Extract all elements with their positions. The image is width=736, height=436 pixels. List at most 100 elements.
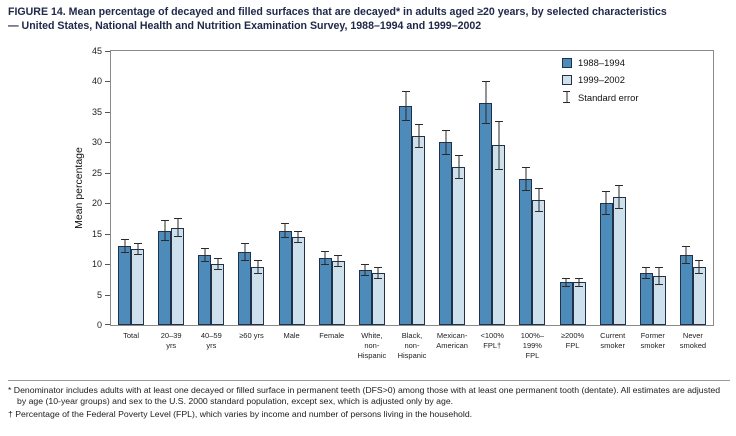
y-tick-label: 45 bbox=[91, 46, 102, 56]
error-bar-stem bbox=[124, 238, 126, 254]
x-axis-label-line: American bbox=[436, 340, 468, 350]
error-bar bbox=[602, 191, 611, 216]
x-axis-label: Mexican- American bbox=[432, 331, 472, 351]
error-bar-bottom-cap bbox=[695, 273, 704, 275]
error-bar-bottom-cap bbox=[240, 260, 249, 262]
error-bar bbox=[173, 218, 182, 237]
x-axis-label-line: yrs bbox=[166, 340, 177, 350]
error-bar-bottom-cap bbox=[294, 241, 303, 243]
x-axis-label: Female bbox=[312, 331, 352, 341]
x-axis-label-line: ≥200% bbox=[560, 331, 585, 340]
error-bar-stem bbox=[337, 254, 339, 268]
error-bar bbox=[562, 277, 571, 288]
legend-swatch-series-1 bbox=[562, 74, 572, 85]
x-axis-label: Male bbox=[272, 331, 312, 341]
bar bbox=[639, 273, 653, 325]
bar bbox=[251, 267, 265, 325]
error-bar-stem bbox=[297, 230, 299, 243]
x-axis-label-line: 199% bbox=[522, 340, 542, 350]
error-bar bbox=[253, 259, 262, 275]
error-bar bbox=[321, 250, 330, 266]
x-axis-label: 100%– 199% FPL bbox=[512, 331, 552, 360]
x-axis-label-line: smoker bbox=[640, 340, 666, 350]
error-bar bbox=[294, 230, 303, 243]
error-bar-stem bbox=[244, 242, 246, 262]
x-axis-label: Total bbox=[111, 331, 151, 341]
error-bar bbox=[200, 247, 209, 263]
x-axis: Total 20–39 yrs 40–59 yrs ≥60 yrs Male Female Wh… bbox=[111, 331, 713, 377]
y-tick-label: 35 bbox=[91, 106, 102, 117]
error-bar-stem bbox=[698, 259, 700, 275]
x-axis-label-line: 20–39 bbox=[160, 331, 182, 340]
legend-label-standard-error: Standard error bbox=[578, 91, 639, 103]
error-bar-bottom-cap bbox=[481, 123, 490, 125]
x-axis-label-line: Black, bbox=[401, 331, 423, 340]
error-bar-bottom-cap bbox=[120, 252, 129, 254]
error-bar-bottom-cap bbox=[414, 147, 423, 149]
error-bar-stem bbox=[458, 154, 460, 179]
x-axis-label-line: Hispanic bbox=[357, 350, 387, 360]
x-axis-label-line: 100%– bbox=[520, 331, 545, 340]
bar bbox=[412, 136, 425, 325]
legend-item-standard-error: Standard error bbox=[562, 91, 638, 103]
bar bbox=[612, 197, 626, 325]
error-bar bbox=[695, 259, 704, 275]
error-bar-bottom-cap bbox=[441, 153, 450, 155]
x-axis-label-line: Current bbox=[600, 331, 626, 340]
error-bar bbox=[682, 245, 691, 265]
bar bbox=[198, 254, 212, 325]
error-bar bbox=[120, 238, 129, 254]
bar bbox=[238, 251, 252, 325]
bar bbox=[679, 254, 693, 325]
y-tick-mark bbox=[105, 264, 110, 266]
y-tick-label: 0 bbox=[96, 320, 102, 330]
bar bbox=[131, 248, 145, 325]
error-bar-bottom-cap bbox=[334, 266, 343, 268]
error-bar bbox=[494, 121, 503, 170]
bar bbox=[358, 270, 372, 325]
bar bbox=[572, 282, 586, 325]
error-bar-stem bbox=[324, 250, 326, 266]
error-bar bbox=[521, 166, 530, 192]
error-bar bbox=[441, 130, 450, 155]
error-bar-stem bbox=[498, 121, 500, 170]
x-axis-label-line: Total bbox=[123, 331, 139, 340]
bar bbox=[171, 227, 185, 325]
legend-label-series-1: 1999–2002 bbox=[578, 74, 625, 85]
error-bar-bottom-cap bbox=[160, 239, 169, 241]
y-tick-label: 5 bbox=[96, 289, 102, 300]
error-bar-stem bbox=[525, 166, 527, 192]
error-bar-bottom-cap bbox=[602, 214, 611, 216]
x-axis-label-line: Mexican- bbox=[436, 331, 468, 340]
error-bar-stem bbox=[565, 277, 567, 288]
error-bar-stem bbox=[204, 247, 206, 263]
error-bar bbox=[481, 81, 490, 125]
bar bbox=[318, 258, 332, 325]
error-bar-bottom-cap bbox=[253, 273, 262, 275]
standard-error-glyph bbox=[563, 91, 570, 103]
x-axis-label-line: FPL† bbox=[483, 340, 502, 350]
error-bar-stem bbox=[685, 245, 687, 265]
bar bbox=[532, 200, 546, 325]
x-axis-label: <100% FPL† bbox=[472, 331, 512, 351]
y-tick-mark bbox=[105, 172, 110, 174]
bar bbox=[278, 230, 292, 325]
error-bar bbox=[361, 264, 370, 277]
x-axis-label-line: non- bbox=[364, 340, 380, 350]
error-bar bbox=[615, 184, 624, 210]
error-bar-bottom-cap bbox=[615, 208, 624, 210]
footnote-denominator: * Denominator includes adults with at le… bbox=[8, 385, 721, 407]
error-bar-stem bbox=[578, 277, 580, 288]
error-bar-stem bbox=[645, 267, 647, 280]
legend-item-series-1: 1999–2002 bbox=[562, 74, 638, 85]
y-tick-label: 30 bbox=[91, 137, 102, 148]
bar bbox=[118, 245, 132, 325]
y-axis-title: Mean percentage bbox=[73, 147, 85, 229]
y-tick-label: 10 bbox=[91, 259, 102, 270]
error-bar-bottom-cap bbox=[401, 120, 410, 122]
y-tick-label: 40 bbox=[91, 76, 102, 87]
x-axis-label-line: White, bbox=[361, 331, 383, 340]
bar bbox=[559, 282, 573, 325]
error-bar-bottom-cap bbox=[173, 235, 182, 237]
x-axis-label-line: <100% bbox=[480, 331, 505, 340]
